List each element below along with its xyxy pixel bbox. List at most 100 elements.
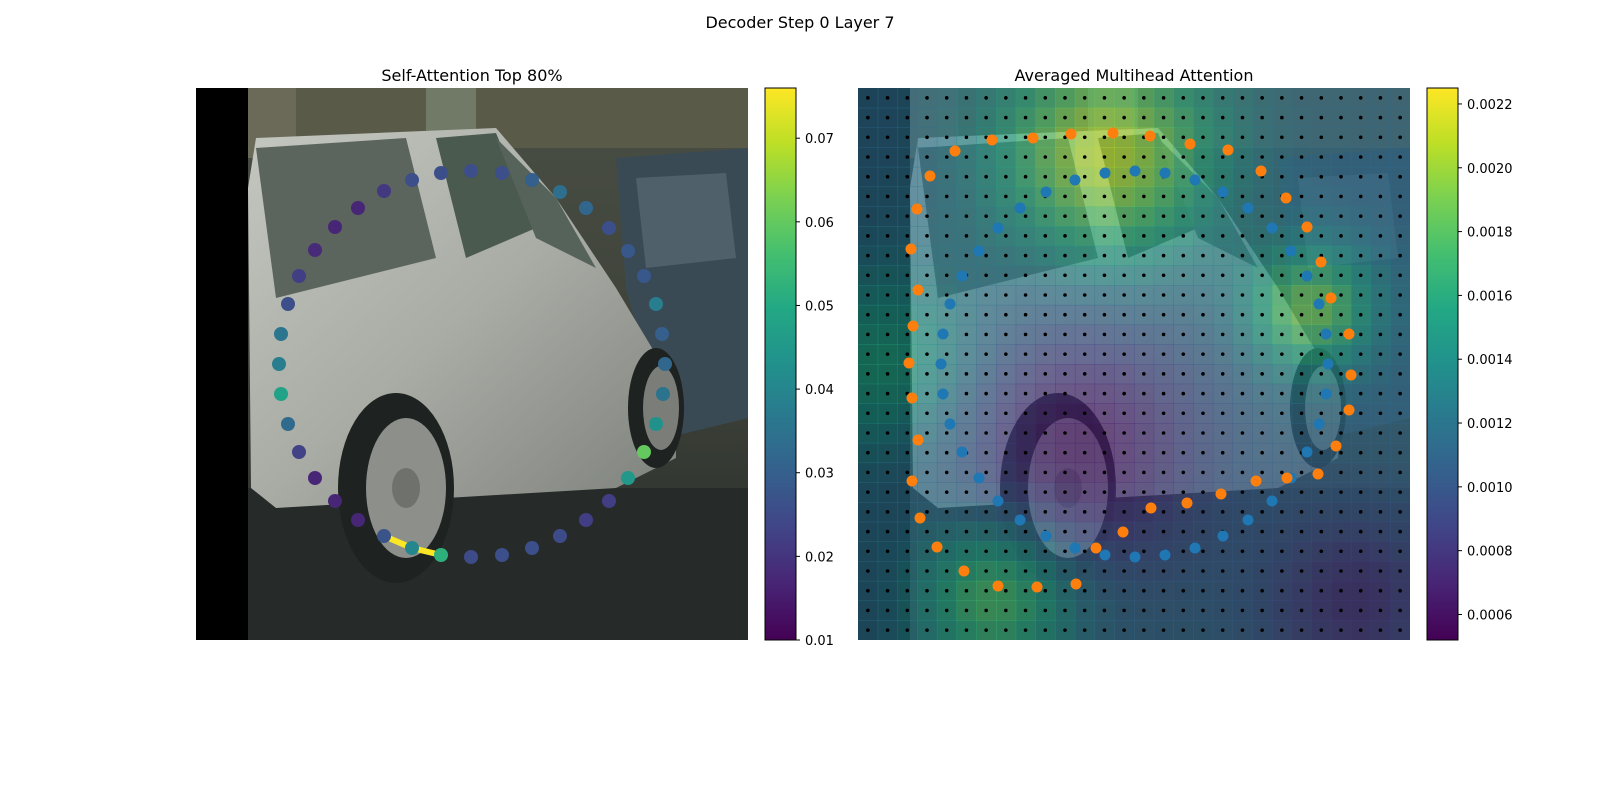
attention-point [649,417,663,431]
grid-dot [1082,372,1087,376]
grid-dot [1063,391,1067,396]
grid-dot [964,253,969,258]
grid-dot [1082,253,1087,258]
grid-dot [1142,490,1146,494]
grid-dot [984,332,988,337]
reference-point [1280,192,1292,204]
grid-dot [885,510,890,514]
grid-dot [1082,234,1087,238]
grid-dot [866,135,870,140]
grid-dot [1122,588,1126,593]
grid-dot [1358,470,1363,475]
grid-dot [1161,628,1166,632]
grid-dot [1260,273,1264,278]
grid-dot [1280,115,1284,120]
grid-dot [866,194,870,199]
grid-dot [1240,608,1245,613]
grid-dot [1220,115,1225,120]
grid-dot [925,194,929,199]
attention-point [328,220,342,234]
grid-dot [1299,214,1304,218]
attention-point [281,297,295,311]
grid-dot [905,332,910,337]
grid-dot [1142,569,1146,573]
grid-dot [905,529,910,534]
grid-dot [925,470,929,475]
reference-point [1145,502,1157,514]
grid-dot [866,529,870,534]
grid-dot [1201,450,1205,455]
grid-dot [984,549,988,554]
reference-point [1320,388,1332,400]
grid-dot [944,293,949,297]
grid-dot [1240,194,1245,199]
reference-point [1222,144,1234,156]
grid-dot [1299,569,1304,573]
attention-point [292,445,306,459]
grid-dot [984,628,988,632]
colorbar-tick-label: 0.07 [805,132,834,147]
grid-dot [1181,332,1186,337]
grid-dot [1161,569,1166,573]
grid-dot [1023,470,1028,475]
grid-dot [1102,431,1107,435]
grid-dot [1319,312,1324,317]
grid-dot [1043,253,1048,258]
reference-point [1070,578,1082,590]
grid-dot [1378,273,1383,278]
grid-dot [1299,588,1304,593]
grid-dot [905,234,910,238]
reference-point [1189,174,1201,186]
grid-dot [1280,96,1284,100]
grid-dot [1122,96,1126,100]
grid-dot [925,490,929,494]
reference-point [911,203,923,215]
grid-dot [1082,352,1087,356]
grid-dot [944,174,949,179]
grid-dot [885,194,890,199]
grid-dot [1122,115,1126,120]
grid-dot [1339,628,1343,632]
grid-dot [925,411,929,416]
grid-dot [1280,234,1284,238]
grid-dot [1260,312,1264,317]
reference-point [944,418,956,430]
grid-dot [905,510,910,514]
grid-dot [1043,174,1048,179]
grid-dot [984,273,988,278]
grid-dot [905,450,910,455]
reference-point [1322,358,1334,370]
attention-point [579,201,593,215]
grid-dot [944,352,949,356]
grid-dot [964,490,969,494]
grid-dot [1319,549,1324,554]
grid-dot [964,588,969,593]
grid-dot [1102,588,1107,593]
grid-dot [1102,529,1107,534]
grid-dot [1319,155,1324,159]
grid-dot [1142,411,1146,416]
grid-dot [866,273,870,278]
grid-dot [885,273,890,278]
grid-dot [866,155,870,159]
reference-point [937,388,949,400]
grid-dot [885,135,890,140]
attention-point [525,541,539,555]
grid-dot [944,470,949,475]
grid-dot [1398,391,1402,396]
grid-dot [944,588,949,593]
grid-dot [1339,155,1343,159]
grid-dot [964,470,969,475]
grid-dot [1358,490,1363,494]
grid-dot [1161,214,1166,218]
grid-dot [1398,411,1402,416]
grid-dot [1181,352,1186,356]
grid-dot [1240,115,1245,120]
grid-dot [1299,155,1304,159]
grid-dot [1122,450,1126,455]
grid-dot [1319,174,1324,179]
grid-dot [1319,450,1324,455]
grid-dot [1004,155,1008,159]
grid-dot [944,115,949,120]
